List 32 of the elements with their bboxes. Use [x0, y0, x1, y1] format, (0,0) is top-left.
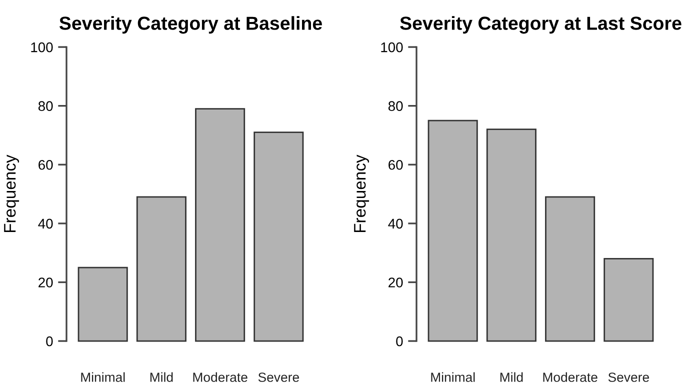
x-tick-label: Severe: [608, 372, 649, 382]
bar: [428, 120, 478, 342]
bar: [136, 196, 186, 342]
y-tick-label: 100: [31, 42, 53, 52]
y-tick-label: 0: [46, 336, 53, 346]
bar: [254, 132, 304, 342]
bar: [78, 266, 128, 342]
y-tick-label: 60: [38, 160, 53, 170]
y-tick-label: 80: [38, 101, 53, 112]
y-tick-label: 20: [38, 278, 53, 288]
x-tick-label: Minimal: [81, 372, 125, 382]
x-tick-label: Mild: [500, 372, 523, 382]
y-tick-label: 100: [381, 42, 403, 52]
bar: [604, 258, 654, 342]
y-tick-label: 0: [396, 336, 403, 346]
x-tick-label: Moderate: [543, 372, 598, 382]
bar: [545, 196, 596, 342]
y-tick-label: 40: [388, 218, 403, 229]
y-axis-title: Frequency: [4, 154, 20, 232]
chart-title: Severity Category at Baseline: [59, 16, 322, 34]
x-tick-label: Moderate: [193, 372, 248, 382]
y-axis-title: Frequency: [354, 154, 370, 232]
y-tick-label: 40: [38, 218, 53, 229]
y-tick-label: 20: [388, 278, 403, 288]
chart-title: Severity Category at Last Score: [400, 16, 682, 34]
x-tick-label: Minimal: [431, 372, 475, 382]
x-tick-label: Mild: [150, 372, 173, 382]
bar: [486, 128, 536, 342]
x-tick-label: Severe: [258, 372, 299, 382]
y-tick-label: 80: [388, 101, 403, 112]
y-tick-label: 60: [388, 160, 403, 170]
bar: [195, 108, 246, 342]
